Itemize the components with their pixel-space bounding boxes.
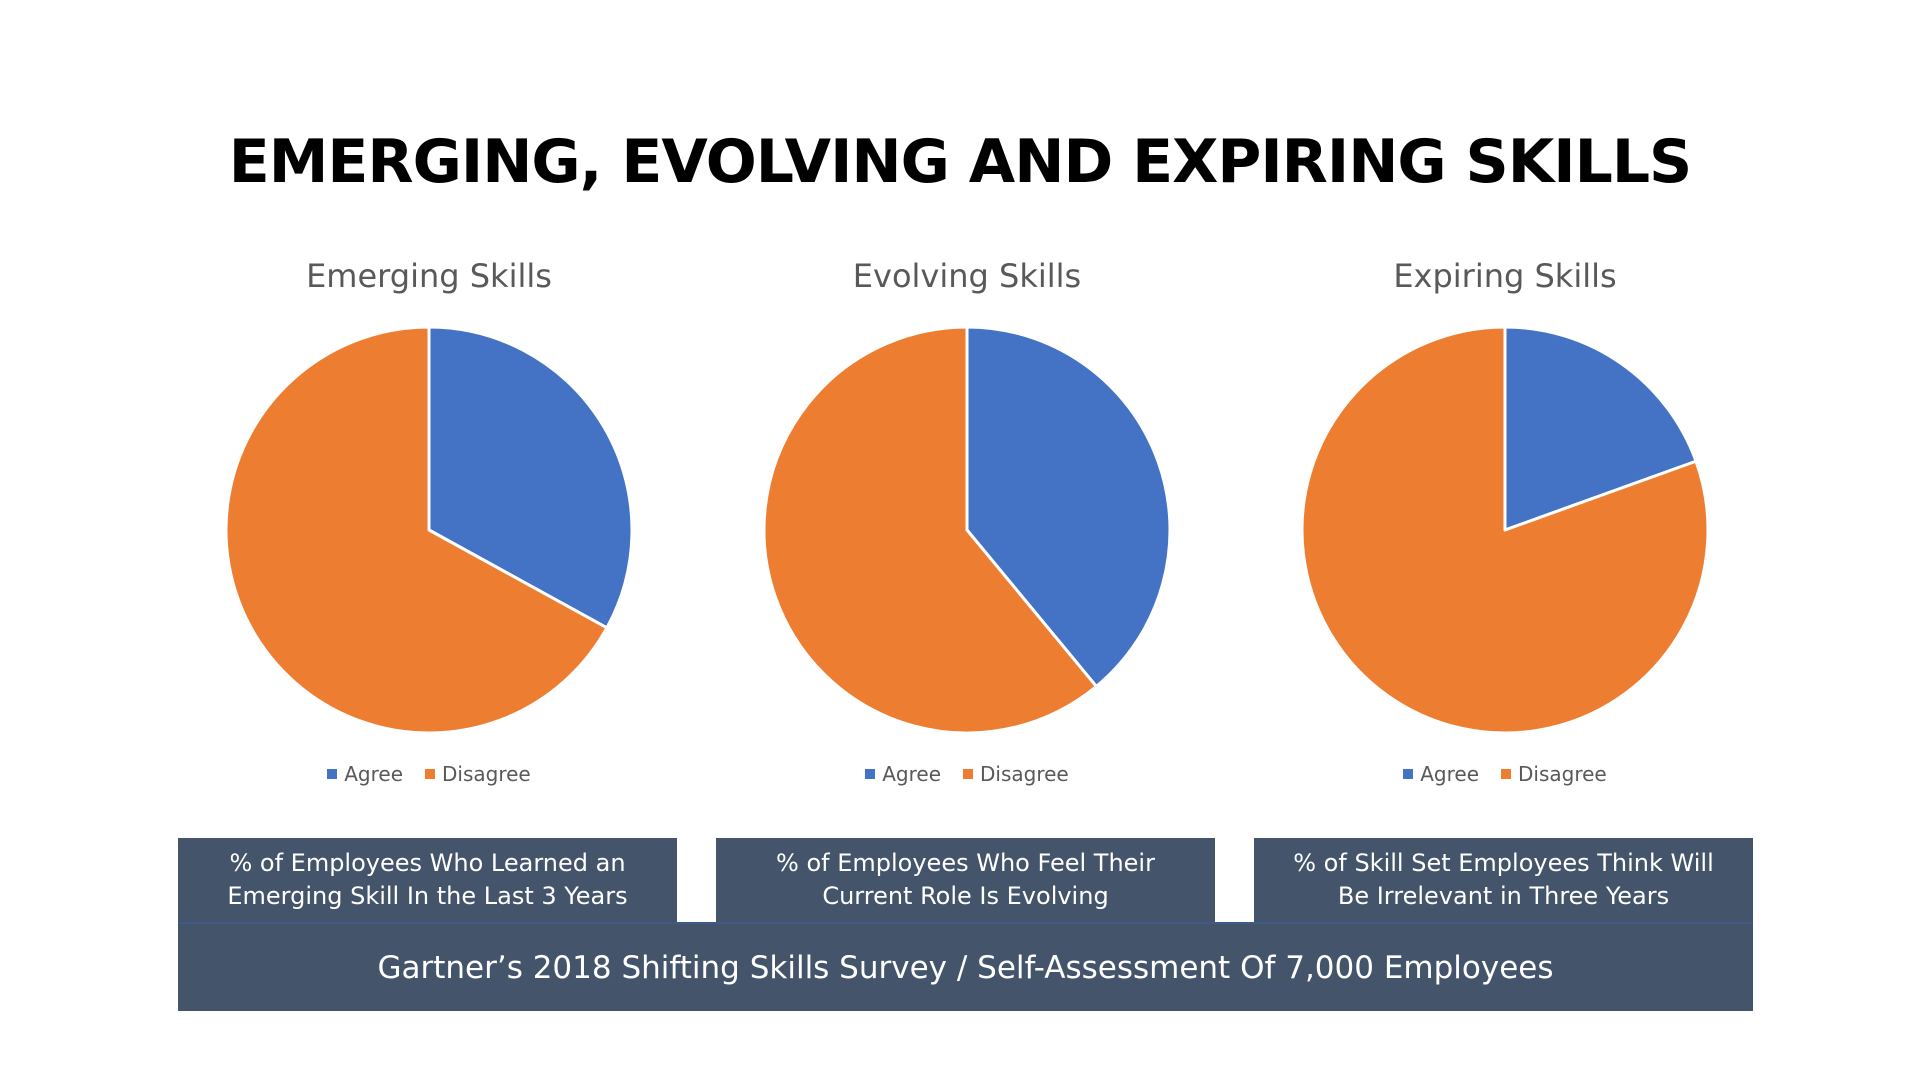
source-bar: Gartner’s 2018 Shifting Skills Survey / … bbox=[178, 922, 1753, 1011]
chart-title: Emerging Skills bbox=[306, 257, 552, 295]
chart-expiring-skills: Expiring Skills Agree Disagree bbox=[1235, 250, 1775, 810]
chart-legend: Agree Disagree bbox=[697, 762, 1237, 786]
pie-slice-disagree bbox=[1300, 325, 1710, 735]
pie-slice-agree bbox=[1503, 325, 1698, 532]
legend-label: Disagree bbox=[442, 762, 531, 786]
pie-slice-disagree bbox=[762, 325, 1098, 735]
legend-label: Disagree bbox=[980, 762, 1069, 786]
pie-chart bbox=[224, 325, 634, 735]
legend-item-disagree: Disagree bbox=[1501, 762, 1607, 786]
legend-item-disagree: Disagree bbox=[425, 762, 531, 786]
legend-swatch-disagree bbox=[425, 769, 436, 779]
legend-item-disagree: Disagree bbox=[963, 762, 1069, 786]
chart-legend: Agree Disagree bbox=[1235, 762, 1775, 786]
legend-label: Agree bbox=[882, 762, 942, 786]
legend-swatch-agree bbox=[865, 769, 876, 779]
legend-swatch-agree bbox=[327, 769, 338, 779]
chart-title: Expiring Skills bbox=[1393, 257, 1617, 295]
legend-swatch-disagree bbox=[1501, 769, 1512, 779]
legend-item-agree: Agree bbox=[1403, 762, 1479, 786]
pie-chart bbox=[762, 325, 1172, 735]
legend-label: Agree bbox=[344, 762, 404, 786]
caption-emerging: % of Employees Who Learned an Emerging S… bbox=[178, 838, 677, 922]
pie-slice-disagree bbox=[224, 325, 609, 735]
pie-slice-agree bbox=[965, 325, 1172, 688]
legend-item-agree: Agree bbox=[865, 762, 941, 786]
legend-label: Agree bbox=[1420, 762, 1480, 786]
pie-slice-agree bbox=[427, 325, 634, 630]
chart-legend: Agree Disagree bbox=[159, 762, 699, 786]
legend-swatch-disagree bbox=[963, 769, 974, 779]
chart-emerging-skills: Emerging Skills Agree Disagree bbox=[159, 250, 699, 810]
chart-title: Evolving Skills bbox=[852, 257, 1082, 295]
chart-evolving-skills: Evolving Skills Agree Disagree bbox=[697, 250, 1237, 810]
pie-chart bbox=[1300, 325, 1710, 735]
slide-title: EMERGING, EVOLVING AND EXPIRING SKILLS bbox=[228, 127, 1693, 197]
legend-swatch-agree bbox=[1403, 769, 1414, 779]
caption-evolving: % of Employees Who Feel Their Current Ro… bbox=[716, 838, 1215, 922]
legend-label: Disagree bbox=[1518, 762, 1607, 786]
caption-expiring: % of Skill Set Employees Think Will Be I… bbox=[1254, 838, 1753, 922]
legend-item-agree: Agree bbox=[327, 762, 403, 786]
